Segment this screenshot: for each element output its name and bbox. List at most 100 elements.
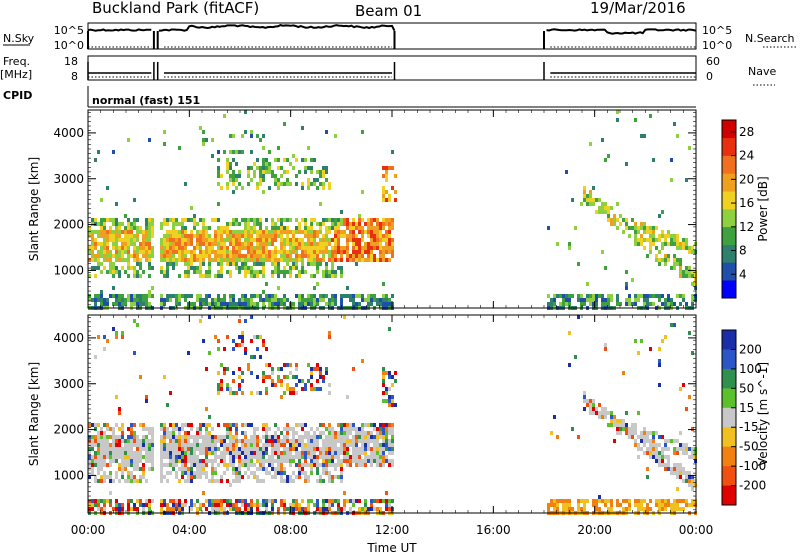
power-cell <box>169 218 172 222</box>
power-cell <box>118 254 121 258</box>
vel-cell <box>160 451 163 455</box>
colorbar-frame <box>721 329 737 506</box>
vel-cell <box>640 447 643 451</box>
power-cell <box>178 302 181 306</box>
power-cell <box>379 254 382 258</box>
vel-cell <box>163 427 166 431</box>
vel-cell <box>121 331 124 335</box>
vel-cell <box>610 503 613 507</box>
power-cell <box>190 234 193 238</box>
vel-cell <box>232 459 235 463</box>
vel-cell <box>127 427 130 431</box>
vel-cell <box>343 503 346 507</box>
power-cell <box>106 298 109 302</box>
power-cell <box>196 230 199 234</box>
vel-cell <box>175 463 178 467</box>
power-cell <box>628 294 631 298</box>
power-cell <box>331 266 334 270</box>
power-cell <box>295 174 298 178</box>
power-cell <box>148 294 151 298</box>
vel-cell <box>313 439 316 443</box>
power-cell <box>286 254 289 258</box>
power-cell <box>184 270 187 274</box>
vel-cell <box>94 503 97 507</box>
power-cell <box>217 246 220 250</box>
power-cell <box>355 234 358 238</box>
power-cell <box>100 302 103 306</box>
power-cell <box>217 230 220 234</box>
vel-cell <box>322 463 325 467</box>
vel-cell <box>682 383 685 387</box>
power-cell <box>190 254 193 258</box>
power-cell <box>331 238 334 242</box>
power-cell <box>262 174 265 178</box>
vel-cell <box>301 463 304 467</box>
power-cell <box>112 230 115 234</box>
vel-cell <box>676 503 679 507</box>
power-cell <box>676 234 679 238</box>
vel-cell <box>223 439 226 443</box>
vel-cell <box>112 479 115 483</box>
vel-cell <box>232 471 235 475</box>
vel-cell <box>325 427 328 431</box>
power-cell <box>358 238 361 242</box>
power-cell <box>148 138 151 142</box>
power-cell <box>604 158 607 162</box>
vel-cell <box>151 447 154 451</box>
vel-cell <box>220 383 223 387</box>
vel-cell <box>175 427 178 431</box>
power-cell <box>199 266 202 270</box>
vel-cell <box>664 335 667 339</box>
vel-cell <box>208 415 211 419</box>
vel-cell <box>595 503 598 507</box>
power-cell <box>172 294 175 298</box>
power-cell <box>283 230 286 234</box>
vel-cell <box>355 455 358 459</box>
vel-cell <box>277 455 280 459</box>
vel-cell <box>331 463 334 467</box>
power-cell <box>94 230 97 234</box>
power-cell <box>253 258 256 262</box>
vel-cell <box>190 507 193 511</box>
vel-cell <box>232 435 235 439</box>
vel-cell <box>265 423 268 427</box>
vel-cell <box>139 475 142 479</box>
power-cell <box>247 298 250 302</box>
power-cell <box>262 234 265 238</box>
vel-cell <box>133 507 136 511</box>
vel-cell <box>244 439 247 443</box>
power-cell <box>307 250 310 254</box>
power-cell <box>214 302 217 306</box>
vel-cell <box>628 427 631 431</box>
power-cell <box>280 234 283 238</box>
power-cell <box>310 226 313 230</box>
power-cell <box>229 242 232 246</box>
power-cell <box>667 254 670 258</box>
vel-cell <box>151 427 154 431</box>
vel-cell <box>232 371 235 375</box>
power-cell <box>244 242 247 246</box>
power-cell <box>184 246 187 250</box>
vel-cell <box>328 507 331 511</box>
power-cell <box>109 262 112 266</box>
vel-cell <box>232 391 235 395</box>
power-cell <box>238 238 241 242</box>
power-cell <box>274 254 277 258</box>
power-cell <box>601 206 604 210</box>
vel-cell <box>664 463 667 467</box>
power-cell <box>244 266 247 270</box>
vel-cell <box>376 499 379 503</box>
power-cell <box>115 246 118 250</box>
power-cell <box>361 238 364 242</box>
power-cell <box>385 294 388 298</box>
vel-cell <box>187 471 190 475</box>
vel-cell <box>256 503 259 507</box>
vel-cell <box>256 459 259 463</box>
vel-cell <box>550 499 553 503</box>
power-cell <box>226 250 229 254</box>
vel-cell <box>379 463 382 467</box>
power-cell <box>646 298 649 302</box>
power-cell <box>562 298 565 302</box>
power-cell <box>259 218 262 222</box>
vel-cell <box>640 439 643 443</box>
